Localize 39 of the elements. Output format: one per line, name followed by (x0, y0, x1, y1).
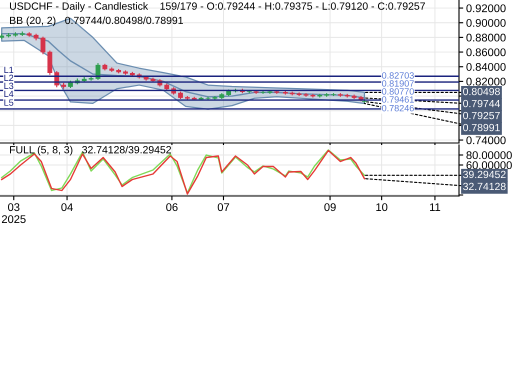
y-tick-label: 0.88000 (466, 34, 506, 42)
y-tick-label: 0.84000 (466, 63, 506, 71)
candlestick (0, 33, 4, 40)
x-tick-label: 07 (218, 203, 230, 212)
y-tick-label: 0.92000 (466, 4, 506, 12)
x-tick-label: 04 (61, 203, 73, 212)
line-series (1, 33, 366, 99)
candlestick (40, 36, 46, 55)
y-tick-label: 0.90000 (466, 19, 506, 27)
candlestick (96, 62, 100, 80)
ref-line-label: L2 (4, 74, 14, 81)
x-tick-label: 06 (166, 203, 178, 212)
annotation: 0.78246 (382, 104, 414, 112)
candlestick (47, 50, 52, 76)
annotation: 0.79461 (382, 96, 414, 103)
x-tick-label: 03 2025 (2, 203, 26, 224)
annotation: 0.79257 (463, 112, 500, 120)
x-tick-label: 11 (430, 203, 440, 211)
y-tick-label: 0.82000 (466, 78, 506, 86)
y-tick-label: 0.86000 (466, 48, 506, 56)
ref-line-label: L5 (4, 99, 14, 106)
annotation: 0.82703 (382, 72, 414, 79)
x-tick-label: 10 (376, 203, 388, 212)
annotation: 0.79744 (463, 100, 500, 108)
ref-line-label: L4 (4, 90, 14, 97)
y-tick-label: 60.00000 (466, 161, 512, 170)
chart-title: FULL (5, 8, 3) 32.74128/39.29452 (10, 146, 171, 156)
y-tick-label: 80.00000 (466, 151, 512, 160)
annotation: 39.29452 (463, 170, 506, 178)
annotation: 0.80770 (382, 88, 414, 95)
ref-line-label: L1 (4, 66, 14, 73)
annotation: 0.81907 (382, 80, 414, 87)
ref-line-label: L3 (4, 82, 14, 90)
annotation: 0.80498 (463, 88, 500, 96)
y-tick-label: 0.74000 (466, 136, 506, 144)
annotation: 32.74128 (463, 182, 506, 190)
annotation: 0.78991 (463, 124, 500, 132)
chart-title: USDCHF - Daily - Candlestick 159/179 - O:0.79244 - H:0.79375 - L:0.79120 - C:0.79257 (10, 2, 425, 12)
x-tick-label: 09 (324, 203, 336, 212)
